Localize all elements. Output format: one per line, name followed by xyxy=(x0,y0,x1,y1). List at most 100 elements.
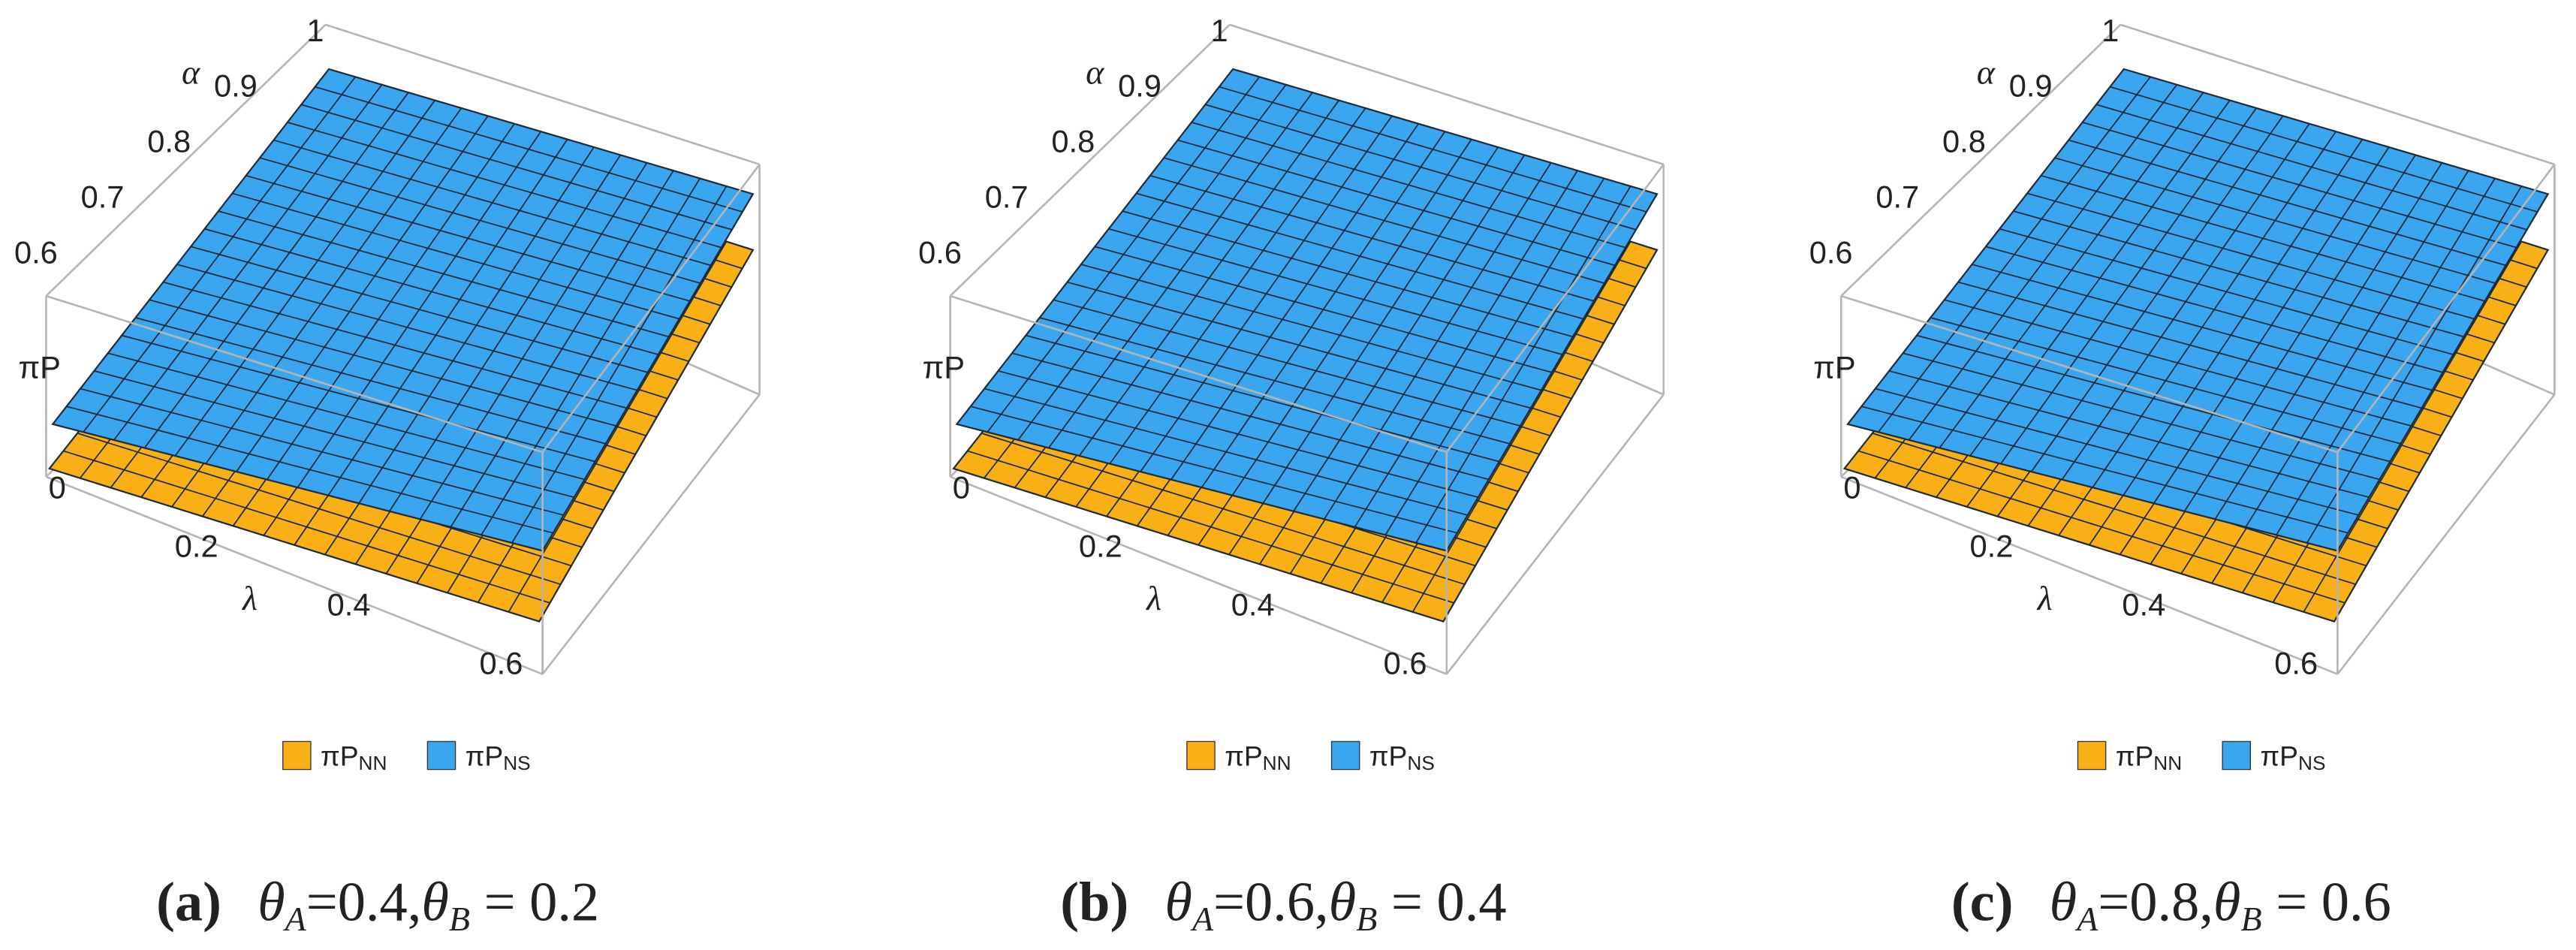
surface-grid xyxy=(1412,241,1631,613)
y-tick-label: 0.6 xyxy=(918,234,962,270)
x-tick-label: 0 xyxy=(953,469,970,505)
legend-name: πP xyxy=(465,740,503,771)
surface-grid xyxy=(1969,100,2231,457)
surface-grid xyxy=(174,100,435,457)
legend-label: πPNN xyxy=(2116,740,2182,774)
surface-grid xyxy=(1384,178,1605,535)
surface-grid xyxy=(2276,178,2496,535)
surface-grid xyxy=(987,76,1261,433)
legend-name: πP xyxy=(2260,740,2297,771)
surface-grid xyxy=(113,84,383,441)
x-tick-label: 0.4 xyxy=(1231,587,1275,623)
surface-grid xyxy=(2306,185,2523,544)
y-tick-label: 1 xyxy=(2101,13,2119,48)
x-axis-label: λ xyxy=(1145,579,1161,617)
box-edge xyxy=(1445,164,1665,453)
box-edge xyxy=(1445,394,1665,675)
surface-grid xyxy=(2153,146,2390,504)
surface-grid xyxy=(2030,115,2284,472)
box-edge xyxy=(950,294,1448,454)
surface xyxy=(1846,68,2550,552)
x-tick-label: 0.2 xyxy=(1970,528,2014,563)
x-tick-label: 0.6 xyxy=(1384,646,1427,681)
legend-swatch xyxy=(426,740,456,771)
surface-grid xyxy=(358,146,595,504)
caption-text: =0.4, xyxy=(306,872,422,933)
caption: (c) θA=0.8,θB = 0.6 xyxy=(1951,872,2391,938)
legend-label: πPNS xyxy=(2260,740,2325,774)
legend-name: πP xyxy=(2116,740,2153,771)
surface-grid xyxy=(2183,154,2416,512)
caption: (a) θA=0.4,θB = 0.2 xyxy=(156,872,599,938)
x-tick-label: 0 xyxy=(1843,469,1860,505)
legend-label: πPNS xyxy=(465,740,531,774)
surface-grid xyxy=(1908,84,2178,441)
surface-grid xyxy=(2092,131,2336,488)
caption-subscript: B xyxy=(449,900,470,938)
y-tick-label: 0.9 xyxy=(1118,68,1161,104)
caption-text: θ xyxy=(2213,872,2241,933)
caption-text: θ xyxy=(1329,872,1357,933)
surface-grid xyxy=(511,185,728,544)
surface-grid xyxy=(1323,162,1552,520)
box-edge xyxy=(541,164,761,453)
caption-text: θ xyxy=(258,872,285,933)
surface-grid xyxy=(2061,123,2310,481)
legend-label: πPNN xyxy=(1225,740,1291,774)
z-axis-label: πP xyxy=(1813,350,1855,385)
y-axis-label: α xyxy=(1977,53,1996,91)
surface-grid xyxy=(419,162,648,520)
box-edge xyxy=(2336,394,2556,675)
surface-grid xyxy=(1262,146,1499,504)
surface-grid xyxy=(2214,162,2443,520)
legend-swatch xyxy=(2222,740,2252,771)
caption-text: θ xyxy=(421,872,449,933)
legend-subscript: NS xyxy=(1407,752,1434,774)
box-edge xyxy=(45,475,544,675)
legend-swatch xyxy=(2077,740,2107,771)
box-edge xyxy=(2120,23,2555,166)
surface-grid xyxy=(450,170,674,528)
caption-label: (a) xyxy=(156,872,221,933)
y-tick-label: 0.7 xyxy=(81,179,125,214)
box-edge xyxy=(949,23,1231,297)
box-edge xyxy=(541,394,761,675)
y-tick-label: 0.8 xyxy=(1942,124,1986,159)
box-edge xyxy=(325,23,761,166)
legend-subscript: NN xyxy=(2153,752,2182,774)
caption: (b) θA=0.6,θB = 0.4 xyxy=(1060,872,1506,938)
legend-name: πP xyxy=(1369,740,1407,771)
y-tick-label: 0.6 xyxy=(14,234,58,270)
x-axis-label: λ xyxy=(241,579,258,617)
box-edge xyxy=(1840,23,2122,297)
x-axis-label: λ xyxy=(2036,579,2053,617)
box-edge xyxy=(1840,475,2338,675)
box-edge xyxy=(45,23,327,297)
surface-grid xyxy=(1170,123,1419,481)
surface-grid xyxy=(1201,131,1446,488)
surface-grid xyxy=(327,139,568,496)
surface-grid xyxy=(2123,139,2364,496)
x-tick-label: 0.6 xyxy=(480,646,523,681)
surface-grid xyxy=(205,107,462,465)
box-edge xyxy=(1229,23,1665,166)
surface-grid xyxy=(1939,92,2204,448)
y-tick-label: 0.9 xyxy=(214,68,258,104)
caption-subscript: A xyxy=(2074,900,2098,938)
legend-name: πP xyxy=(321,740,358,771)
z-axis-label: πP xyxy=(923,350,965,385)
caption-subscript: B xyxy=(2241,900,2262,938)
surface-grid xyxy=(236,115,489,472)
surface-grid xyxy=(508,241,728,613)
legend-swatch xyxy=(1330,740,1360,771)
caption-text: =0.8, xyxy=(2098,872,2213,933)
surface-grid xyxy=(2245,170,2469,528)
caption-subscript: A xyxy=(283,900,307,938)
legend-subscript: NS xyxy=(503,752,531,774)
surface-grid xyxy=(389,154,622,512)
y-axis-label: α xyxy=(1086,53,1104,91)
caption-text: =0.6, xyxy=(1213,872,1329,933)
y-tick-label: 0.8 xyxy=(1051,124,1095,159)
